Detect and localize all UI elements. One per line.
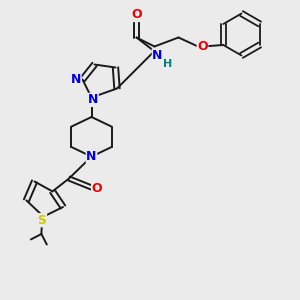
Text: N: N <box>88 93 98 106</box>
Text: N: N <box>86 150 97 163</box>
Text: S: S <box>38 214 46 227</box>
Text: N: N <box>152 49 163 62</box>
Text: O: O <box>92 182 102 196</box>
Text: O: O <box>197 40 208 53</box>
Text: N: N <box>71 73 81 86</box>
Text: O: O <box>131 8 142 22</box>
Text: H: H <box>164 59 172 70</box>
